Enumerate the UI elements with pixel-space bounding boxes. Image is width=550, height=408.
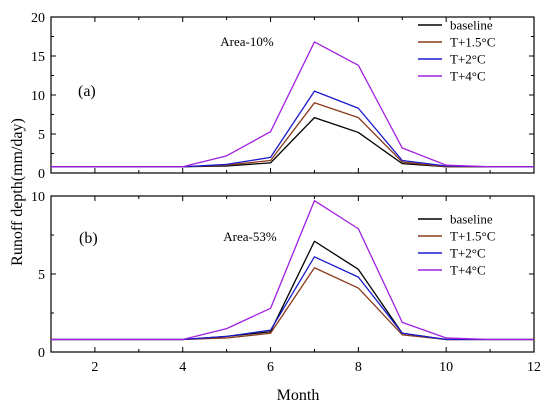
- legend-label: baseline: [450, 212, 493, 227]
- panel-label: (b): [79, 230, 98, 247]
- x-tick-label: 2: [91, 360, 98, 375]
- panel-b: 2 4 6 8 10 12 0 5 10 baseline T+1.5°C T+2°C T+4°C Are…: [31, 190, 541, 375]
- legend-label: T+2°C: [450, 52, 486, 67]
- x-tick-label: 4: [179, 360, 186, 375]
- y-tick-label: 10: [31, 89, 45, 104]
- series-line-t-4-c: [51, 200, 534, 341]
- y-tick-label: 5: [38, 268, 45, 283]
- legend-label: T+4°C: [450, 69, 486, 84]
- legend-label: baseline: [450, 18, 493, 33]
- y-tick-label: 10: [31, 190, 45, 205]
- legend-label: T+4°C: [450, 263, 486, 278]
- legend-label: T+1.5°C: [450, 229, 495, 244]
- x-tick-label: 6: [267, 360, 274, 375]
- panel-annotation: Area-53%: [223, 229, 277, 244]
- panel-a: 0 5 10 15 20 baseline T+1.5°C T+2°C T+4°C Area-10…: [31, 11, 535, 182]
- series-line-t-1-5-c: [51, 267, 534, 341]
- x-tick-label: 10: [439, 360, 453, 375]
- series-line-t-4-c: [51, 41, 534, 168]
- series-line-t-1-5-c: [51, 102, 534, 168]
- x-tick-label: 8: [355, 360, 362, 375]
- y-tick-label: 5: [38, 128, 45, 143]
- y-tick-label: 0: [38, 167, 45, 182]
- x-tick-label: 12: [527, 360, 541, 375]
- panel-annotation: Area-10%: [220, 34, 274, 49]
- series-line-t-2-c: [51, 90, 534, 168]
- legend-label: T+1.5°C: [450, 35, 495, 50]
- legend-label: T+2°C: [450, 246, 486, 261]
- y-tick-label: 0: [38, 346, 45, 361]
- y-tick-label: 15: [31, 50, 45, 65]
- x-axis-label: Month: [277, 387, 320, 404]
- y-axis-label: Runoff depth(mm/day): [9, 118, 26, 266]
- y-tick-label: 20: [31, 11, 45, 26]
- panel-label: (a): [78, 83, 96, 100]
